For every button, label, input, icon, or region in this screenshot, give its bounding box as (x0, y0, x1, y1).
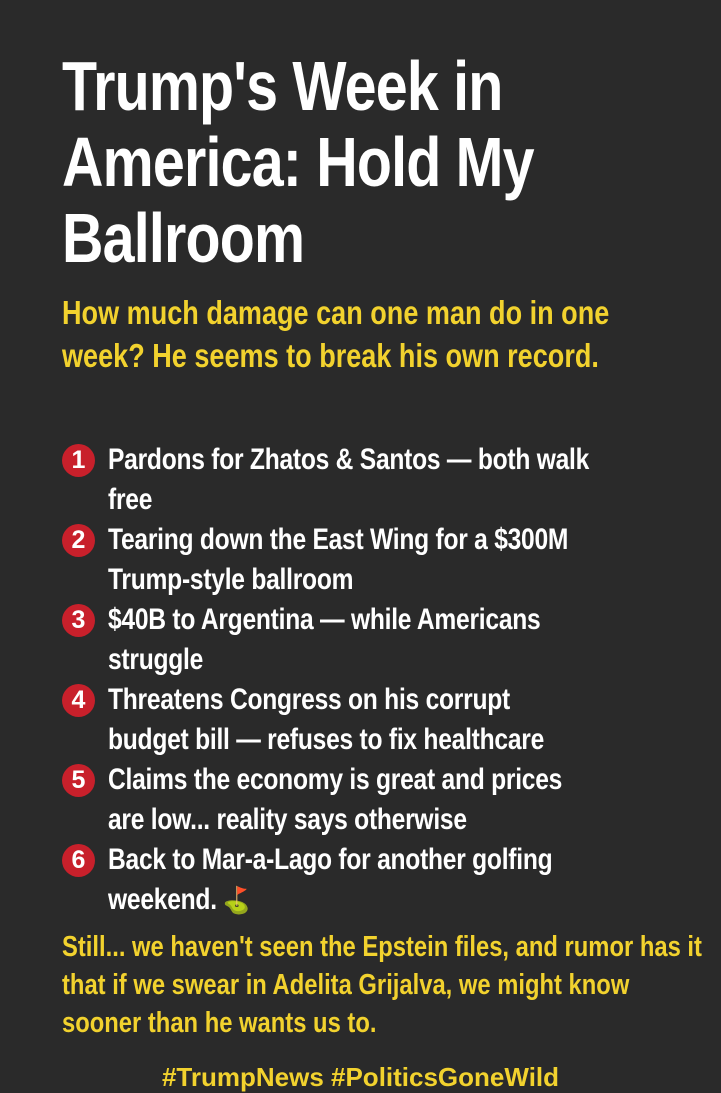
list-item: 4 Threatens Congress on his corrupt budge… (62, 680, 702, 760)
list-item: 6 Back to Mar-a-Lago for another golfing … (62, 840, 702, 920)
number-badge: 5 (62, 764, 95, 797)
list-item: 5 Claims the economy is great and prices … (62, 760, 702, 840)
number-badge: 1 (62, 444, 95, 477)
number-badge: 2 (62, 524, 95, 557)
hashtags: #TrumpNews #PoliticsGoneWild (161, 1062, 560, 1092)
item-text: Tearing down the East Wing for a $300M T… (108, 523, 569, 596)
list-item: 1 Pardons for Zhatos & Santos — both walk… (62, 440, 702, 520)
headline: Trump's Week in America: Hold My Ballroo… (62, 47, 535, 277)
list-item: 3 $40B to Argentina — while Americans str… (62, 600, 702, 680)
item-text: Pardons for Zhatos & Santos — both walk … (108, 443, 590, 516)
events-list: 1 Pardons for Zhatos & Santos — both walk… (62, 440, 702, 920)
item-text: $40B to Argentina — while Americans stru… (108, 603, 541, 676)
list-item: 2 Tearing down the East Wing for a $300M … (62, 520, 702, 600)
item-text-wrap: Back to Mar-a-Lago for another golfing w… (108, 840, 595, 920)
number-badge: 3 (62, 604, 95, 637)
item-text: Threatens Congress on his corrupt budget… (108, 683, 545, 756)
number-badge: 6 (62, 844, 95, 877)
item-text: Claims the economy is great and prices a… (108, 763, 563, 836)
item-text: Back to Mar-a-Lago for another golfing w… (108, 843, 553, 916)
number-badge: 4 (62, 684, 95, 717)
subtitle: How much damage can one man do in one we… (62, 294, 610, 374)
golf-flag-icon: ⛳ (223, 885, 250, 915)
closing-text: Still... we haven't seen the Epstein fil… (62, 931, 702, 1039)
